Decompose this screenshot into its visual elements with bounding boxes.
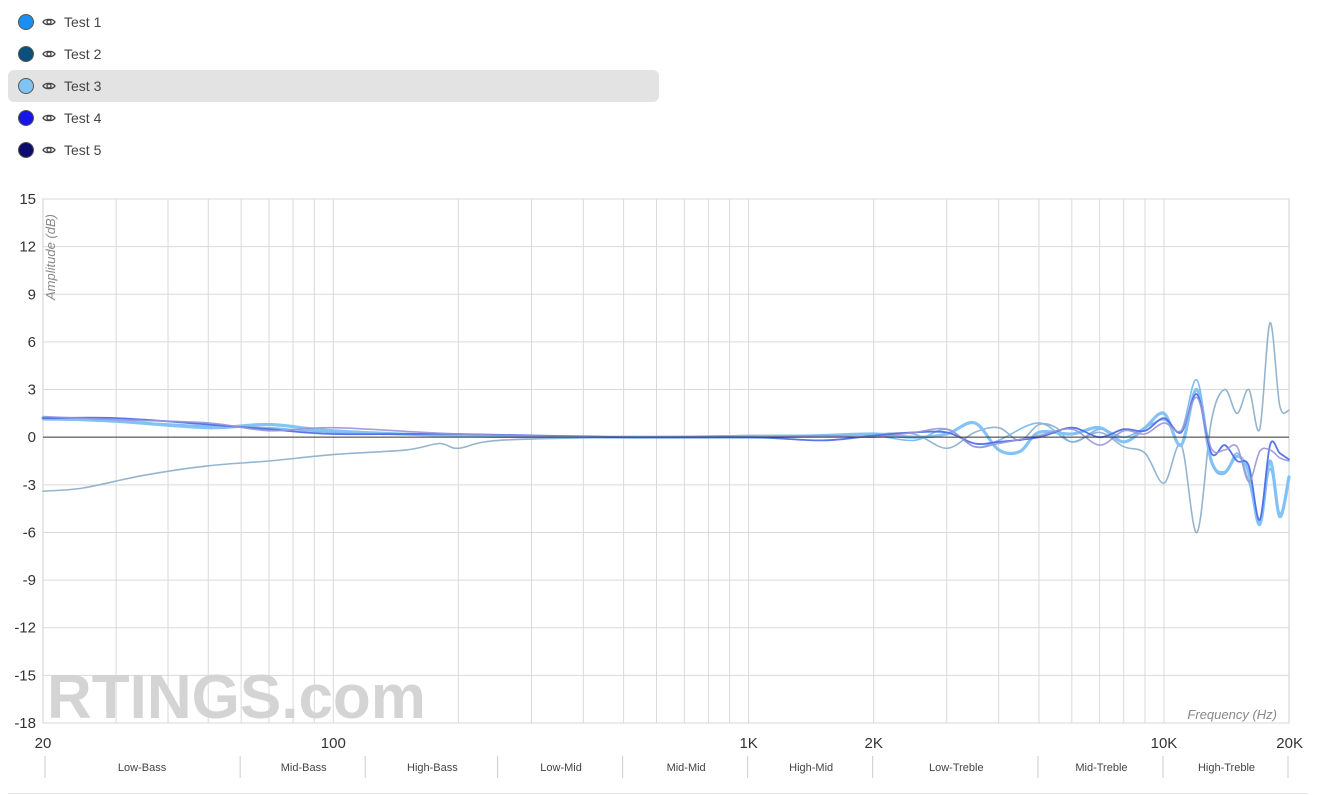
eye-icon[interactable] <box>42 47 56 61</box>
y-tick-label: -18 <box>14 715 36 732</box>
y-tick-label: 0 <box>28 429 36 446</box>
y-tick-label: 12 <box>19 239 36 256</box>
band-label: High-Bass <box>407 762 458 774</box>
legend-label: Test 5 <box>64 142 102 158</box>
x-tick-label: 100 <box>321 735 346 752</box>
band-label: Mid-Mid <box>667 762 706 774</box>
band-label: Mid-Treble <box>1075 762 1127 774</box>
y-tick-label: -12 <box>14 620 36 637</box>
series-color-swatch[interactable] <box>18 46 34 62</box>
y-tick-label: 15 <box>19 191 36 208</box>
series-line-test-5 <box>42 396 1290 483</box>
watermark: RTINGS.com <box>47 663 426 732</box>
eye-icon[interactable] <box>42 111 56 125</box>
y-tick-label: 9 <box>28 286 36 303</box>
legend-item-test-2[interactable]: Test 2 <box>8 38 659 70</box>
y-tick-label: -15 <box>14 667 36 684</box>
band-label: Mid-Bass <box>281 762 327 774</box>
y-tick-label: -3 <box>23 477 36 494</box>
x-axis-label: Frequency (Hz) <box>1187 707 1277 722</box>
y-axis-label: Amplitude (dB) <box>43 214 58 301</box>
y-tick-label: 3 <box>28 382 36 399</box>
x-tick-label: 2K <box>864 735 882 752</box>
legend-label: Test 3 <box>64 78 102 94</box>
series-color-swatch[interactable] <box>18 142 34 158</box>
series-line-test-2 <box>42 322 1290 534</box>
series-color-swatch[interactable] <box>18 14 34 30</box>
x-tick-label: 1K <box>739 735 757 752</box>
x-tick-label: 20 <box>35 735 52 752</box>
plot-border <box>42 198 1290 724</box>
eye-icon[interactable] <box>42 143 56 157</box>
legend-label: Test 2 <box>64 46 102 62</box>
legend-item-test-1[interactable]: Test 1 <box>8 6 659 38</box>
series-color-swatch[interactable] <box>18 110 34 126</box>
band-label: Low-Bass <box>118 762 167 774</box>
eye-icon[interactable] <box>42 15 56 29</box>
band-label: Low-Mid <box>540 762 582 774</box>
band-label: Low-Treble <box>929 762 984 774</box>
chart-labels: 15 12 9 6 3 0 -3 -6 -9 -12 -15 -18 20 100 1K 2K 10K 20K Lo… <box>14 191 1303 778</box>
series-line-test-4 <box>42 393 1290 521</box>
y-tick-label: -6 <box>23 524 36 541</box>
chart-series <box>41 322 1291 534</box>
legend-item-test-4[interactable]: Test 4 <box>8 102 659 134</box>
eye-icon[interactable] <box>42 79 56 93</box>
chart-grid <box>42 198 1290 724</box>
y-tick-label: -9 <box>23 572 36 589</box>
legend-item-test-5[interactable]: Test 5 <box>8 134 659 166</box>
series-color-swatch[interactable] <box>18 78 34 94</box>
legend-label: Test 4 <box>64 110 102 126</box>
legend: Test 1 Test 2 Test 3 Test 4 Test 5 <box>8 6 659 166</box>
band-label: High-Treble <box>1198 762 1255 774</box>
series-line-test-1 <box>42 379 1290 523</box>
series-line-test-3 <box>41 387 1291 527</box>
x-tick-label: 10K <box>1151 735 1178 752</box>
x-tick-label: 20K <box>1276 735 1303 752</box>
legend-label: Test 1 <box>64 14 102 30</box>
divider <box>8 793 1308 794</box>
y-tick-label: 6 <box>28 334 36 351</box>
legend-item-test-3[interactable]: Test 3 <box>8 70 659 102</box>
band-label: High-Mid <box>789 762 833 774</box>
